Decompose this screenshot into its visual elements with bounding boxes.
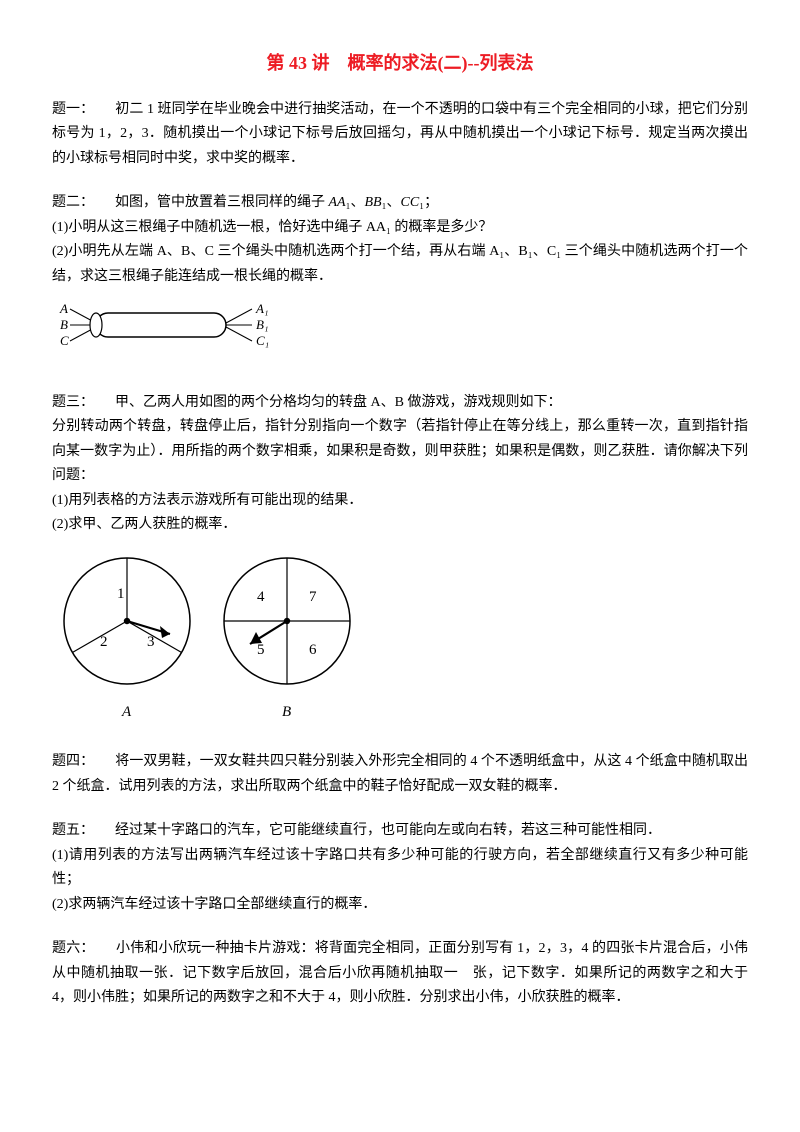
q5-part2: (2)求两辆汽车经过该十字路口全部继续直行的概率．: [52, 893, 748, 918]
q3-text: 甲、乙两人用如图的两个分格均匀的转盘 A、B 做游戏，游戏规则如下：: [87, 395, 561, 410]
rope-diagram: A B C A₁ B₁ C₁: [52, 297, 748, 371]
spinner-B-label: B: [282, 704, 291, 720]
question-3: 题三： 甲、乙两人用如图的两个分格均匀的转盘 A、B 做游戏，游戏规则如下： 分…: [52, 391, 748, 731]
svg-text:3: 3: [147, 634, 155, 650]
q3-label: 题三：: [52, 395, 87, 410]
rope-label-B: B: [60, 317, 68, 332]
q3-rules: 分别转动两个转盘，转盘停止后，指针分别指向一个数字（若指针停止在等分线上，那么重…: [52, 415, 748, 489]
svg-text:5: 5: [257, 642, 265, 658]
question-4: 题四： 将一双男鞋，一双女鞋共四只鞋分别装入外形完全相同的 4 个不透明纸盒中，…: [52, 750, 748, 799]
q4-label: 题四：: [52, 754, 87, 769]
q3-part2: (2)求甲、乙两人获胜的概率．: [52, 513, 748, 538]
question-1: 题一： 初二 1 班同学在毕业晚会中进行抽奖活动，在一个不透明的口袋中有三个完全…: [52, 98, 748, 172]
q5-text: 经过某十字路口的汽车，它可能继续直行，也可能向左或向右转，若这三种可能性相同．: [87, 823, 661, 838]
q3-part1: (1)用列表格的方法表示游戏所有可能出现的结果．: [52, 489, 748, 514]
rope-label-B1: B₁: [256, 317, 268, 332]
q6-text: 小伟和小欣玩一种抽卡片游戏：将背面完全相同，正面分别写有 1，2，3，4 的四张…: [52, 941, 748, 1005]
q1-label: 题一：: [52, 102, 87, 117]
spinner-diagram: 1 2 3 A 4 7 5 6 B: [52, 546, 748, 731]
lesson-title: 第 43 讲 概率的求法(二)--列表法: [52, 48, 748, 80]
question-5: 题五： 经过某十字路口的汽车，它可能继续直行，也可能向左或向右转，若这三种可能性…: [52, 819, 748, 917]
q2-label: 题二：: [52, 195, 87, 210]
rope-label-C: C: [60, 333, 69, 348]
q1-text: 初二 1 班同学在毕业晚会中进行抽奖活动，在一个不透明的口袋中有三个完全相同的小…: [52, 102, 748, 166]
rope-label-A: A: [59, 301, 68, 316]
question-2: 题二： 如图，管中放置着三根同样的绳子 AA₁、BB₁、CC₁； (1)小明从这…: [52, 191, 748, 371]
spinner-A: 1 2 3 A: [64, 558, 190, 720]
rope-label-C1: C₁: [256, 333, 269, 348]
svg-text:4: 4: [257, 589, 265, 605]
svg-text:1: 1: [117, 586, 125, 602]
spinner-B: 4 7 5 6 B: [224, 558, 350, 720]
svg-text:6: 6: [309, 642, 317, 658]
q2-part2: (2)小明先从左端 A、B、C 三个绳头中随机选两个打一个结，再从右端 A₁、B…: [52, 240, 748, 289]
q4-text: 将一双男鞋，一双女鞋共四只鞋分别装入外形完全相同的 4 个不透明纸盒中，从这 4…: [52, 754, 748, 794]
rope-label-A1: A₁: [255, 301, 268, 316]
q2-pre: 如图，管中放置着三根同样的绳子: [87, 195, 329, 210]
svg-text:7: 7: [309, 589, 317, 605]
q5-label: 题五：: [52, 823, 87, 838]
q5-part1: (1)请用列表的方法写出两辆汽车经过该十字路口共有多少种可能的行驶方向，若全部继…: [52, 844, 748, 893]
q2-part1: (1)小明从这三根绳子中随机选一根，恰好选中绳子 AA₁ 的概率是多少？: [52, 216, 748, 241]
question-6: 题六： 小伟和小欣玩一种抽卡片游戏：将背面完全相同，正面分别写有 1，2，3，4…: [52, 937, 748, 1011]
q6-label: 题六：: [52, 941, 88, 956]
svg-text:2: 2: [100, 634, 108, 650]
spinner-A-label: A: [121, 704, 132, 720]
